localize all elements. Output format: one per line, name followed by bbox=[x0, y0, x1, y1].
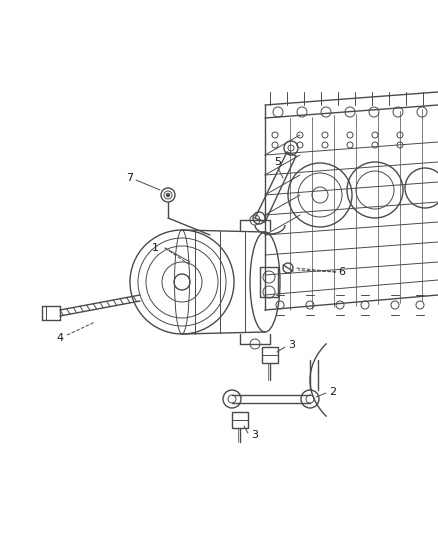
Text: 1: 1 bbox=[152, 243, 159, 253]
Text: 5: 5 bbox=[275, 157, 282, 167]
Circle shape bbox=[166, 193, 170, 197]
Bar bbox=[262, 347, 278, 363]
Bar bbox=[260, 267, 278, 297]
Text: 4: 4 bbox=[57, 333, 64, 343]
Text: 7: 7 bbox=[127, 173, 134, 183]
Text: 6: 6 bbox=[339, 267, 346, 277]
Text: 3: 3 bbox=[251, 430, 258, 440]
Text: 2: 2 bbox=[329, 387, 336, 397]
Bar bbox=[232, 412, 248, 428]
Text: 3: 3 bbox=[289, 340, 296, 350]
